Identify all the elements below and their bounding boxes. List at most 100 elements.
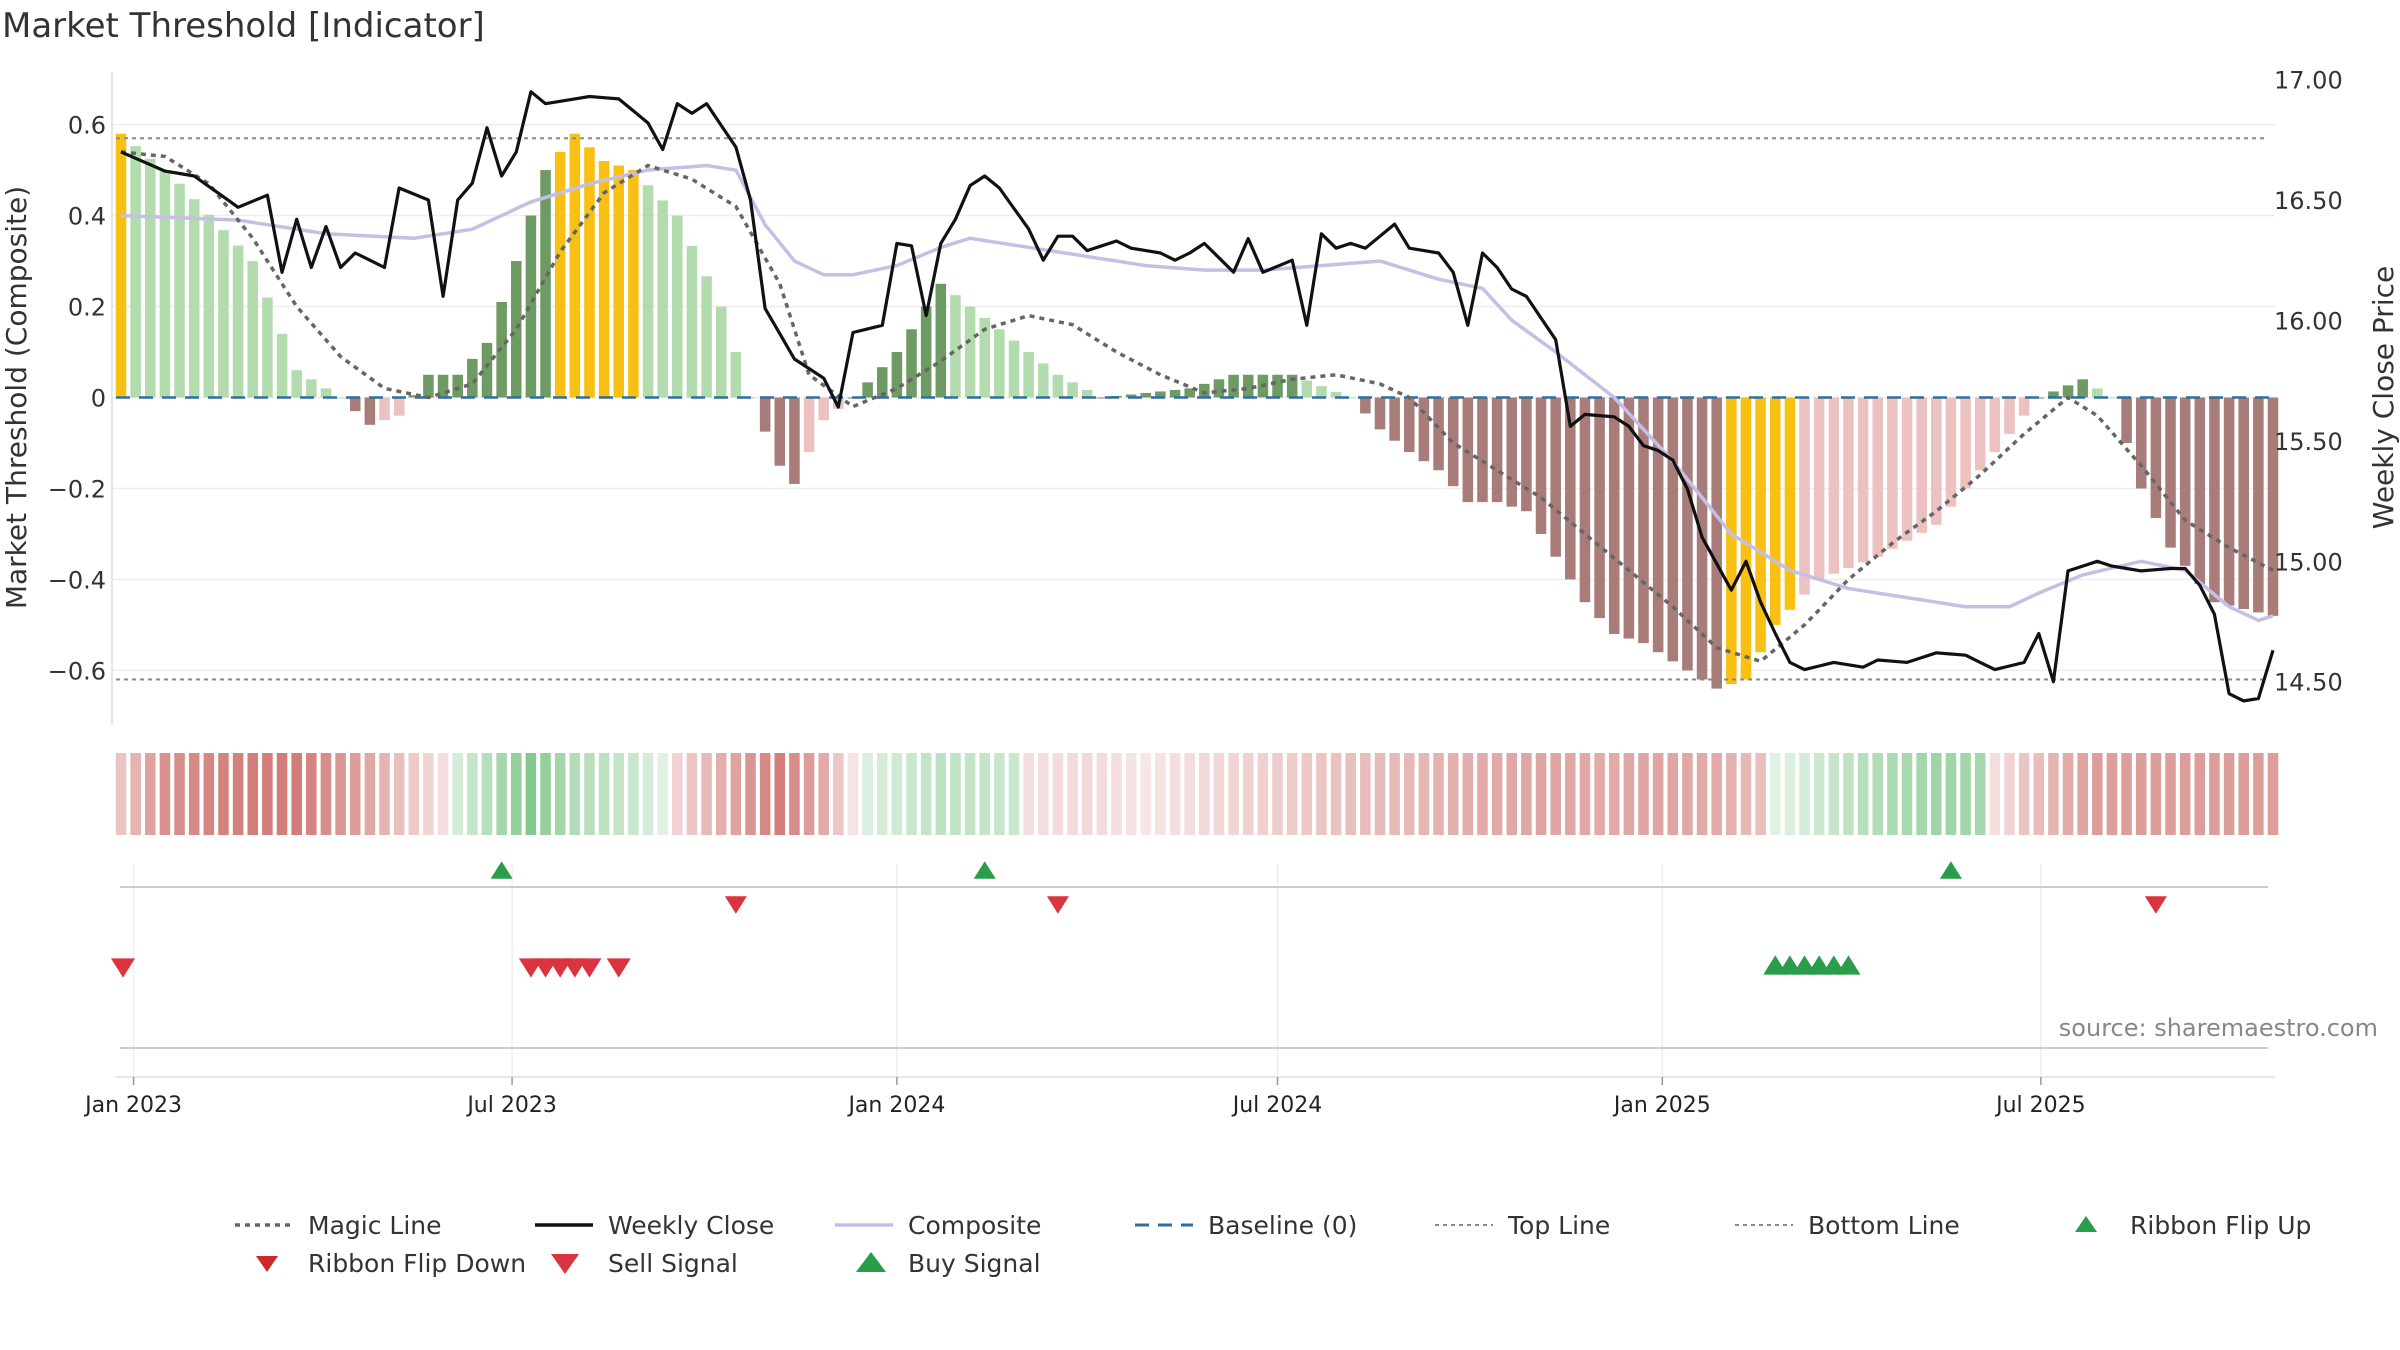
composite-bar bbox=[584, 147, 595, 398]
composite-bar bbox=[2106, 397, 2118, 399]
composite-bar bbox=[174, 183, 185, 398]
composite-bar bbox=[393, 397, 405, 416]
ribbon-segment bbox=[1242, 753, 1254, 835]
ribbon-segment bbox=[320, 753, 332, 835]
legend-label: Ribbon Flip Down bbox=[308, 1249, 526, 1278]
composite-bar bbox=[2018, 397, 2030, 416]
ribbon-segment bbox=[1433, 753, 1444, 835]
composite-bar bbox=[1228, 374, 1239, 398]
legend-label: Bottom Line bbox=[1808, 1211, 1960, 1240]
composite-bar bbox=[1052, 374, 1064, 398]
legend-label: Buy Signal bbox=[908, 1249, 1041, 1278]
axes: 0.6 0.4 0.2 0 −0.2 −0.4 −0.6 Market Threshold (… bbox=[0, 67, 2400, 725]
composite-bar bbox=[232, 245, 244, 398]
ribbon-segment bbox=[1330, 753, 1342, 835]
composite-bar bbox=[2048, 391, 2059, 398]
sell-signal-marker bbox=[111, 958, 135, 978]
ribbon-segment bbox=[1169, 753, 1181, 835]
composite-bar bbox=[1521, 397, 1532, 512]
ribbon-segment bbox=[437, 753, 449, 835]
ribbon-segment bbox=[1491, 753, 1503, 835]
ribbon-segment bbox=[1272, 753, 1283, 835]
composite-bar bbox=[218, 230, 229, 398]
composite-bar bbox=[423, 374, 434, 398]
composite-bar bbox=[1579, 397, 1591, 603]
ribbon-flip-up-marker bbox=[1939, 861, 1962, 879]
composite-bar bbox=[876, 367, 888, 398]
ribbon-segment bbox=[2253, 753, 2264, 835]
composite-bar bbox=[510, 261, 522, 398]
ribbon-segment bbox=[1916, 753, 1927, 835]
y-tick-label: 0.6 bbox=[68, 112, 106, 140]
composite-bar bbox=[540, 170, 551, 398]
ribbon-segment bbox=[2165, 753, 2176, 835]
ribbon-segment bbox=[393, 753, 405, 835]
composite-bar bbox=[1462, 397, 1474, 503]
ribbon-segment bbox=[862, 753, 873, 835]
composite-bar bbox=[979, 317, 990, 398]
ribbon-segment bbox=[1404, 753, 1415, 835]
ribbon-segment bbox=[906, 753, 917, 835]
composite-bar bbox=[1843, 397, 1854, 569]
composite-bar bbox=[994, 329, 1005, 398]
ribbon-segment bbox=[1360, 753, 1371, 835]
ribbon-segment bbox=[1140, 753, 1152, 835]
ribbon-segment bbox=[554, 753, 566, 835]
weekly-close-line bbox=[120, 90, 2275, 703]
ribbon-segment bbox=[2004, 753, 2015, 835]
legend-entry: Bottom Line bbox=[1735, 1211, 1960, 1240]
ribbon-segment bbox=[1740, 753, 1752, 835]
composite-bar bbox=[598, 160, 610, 398]
ribbon-segment bbox=[1257, 753, 1269, 835]
ribbon-flip-down-marker bbox=[2144, 896, 2167, 914]
ribbon-segment bbox=[481, 753, 493, 835]
legend-swatch bbox=[2075, 1216, 2097, 1232]
composite-bar bbox=[891, 352, 903, 398]
y-tick-label: −0.2 bbox=[48, 475, 106, 503]
ribbon-segment bbox=[876, 753, 888, 835]
ribbon-segment bbox=[130, 753, 141, 835]
composite-bar bbox=[1330, 391, 1342, 398]
legend-label: Baseline (0) bbox=[1208, 1211, 1357, 1240]
composite-bar bbox=[276, 333, 288, 398]
ribbon-segment bbox=[891, 753, 903, 835]
composite-bar bbox=[2238, 397, 2249, 610]
ribbon-segment bbox=[774, 753, 786, 835]
ribbon-segment bbox=[1608, 753, 1620, 835]
ribbon-segment bbox=[584, 753, 595, 835]
composite-bar bbox=[145, 158, 156, 398]
legend-label: Magic Line bbox=[308, 1211, 442, 1240]
composite-bar bbox=[1550, 397, 1561, 557]
composite-bar bbox=[1711, 397, 1722, 689]
composite-bar bbox=[818, 397, 829, 421]
ribbon-segment bbox=[1155, 753, 1166, 835]
ribbon-segment bbox=[1081, 753, 1093, 835]
ribbon-segment bbox=[276, 753, 288, 835]
ribbon-segment bbox=[613, 753, 625, 835]
y2-tick-label: 15.00 bbox=[2274, 548, 2343, 576]
composite-bar bbox=[335, 397, 346, 399]
composite-bar bbox=[1682, 397, 1693, 671]
composite-bar bbox=[569, 133, 581, 398]
ribbon-segment bbox=[569, 753, 581, 835]
legend-entry: Buy Signal bbox=[856, 1249, 1041, 1278]
composite-bar bbox=[2223, 397, 2235, 606]
composite-bar bbox=[247, 261, 259, 398]
ribbon-segment bbox=[2033, 753, 2045, 835]
ribbon-segment bbox=[262, 753, 273, 835]
composite-bar bbox=[862, 382, 873, 398]
chart-title: Market Threshold [Indicator] bbox=[2, 6, 485, 46]
legend-swatch bbox=[256, 1256, 278, 1272]
ribbon-segment bbox=[467, 753, 478, 835]
composite-bar bbox=[1872, 397, 1884, 557]
legend-swatch bbox=[551, 1254, 579, 1274]
ribbon-segment bbox=[1667, 753, 1679, 835]
composite-bar bbox=[1960, 397, 1971, 489]
ribbon-segment bbox=[920, 753, 932, 835]
ribbon-segment bbox=[1535, 753, 1547, 835]
composite-bar bbox=[1491, 397, 1503, 503]
ribbon-segment bbox=[1755, 753, 1766, 835]
composite-bar bbox=[2194, 397, 2206, 584]
composite-bar bbox=[408, 395, 420, 398]
